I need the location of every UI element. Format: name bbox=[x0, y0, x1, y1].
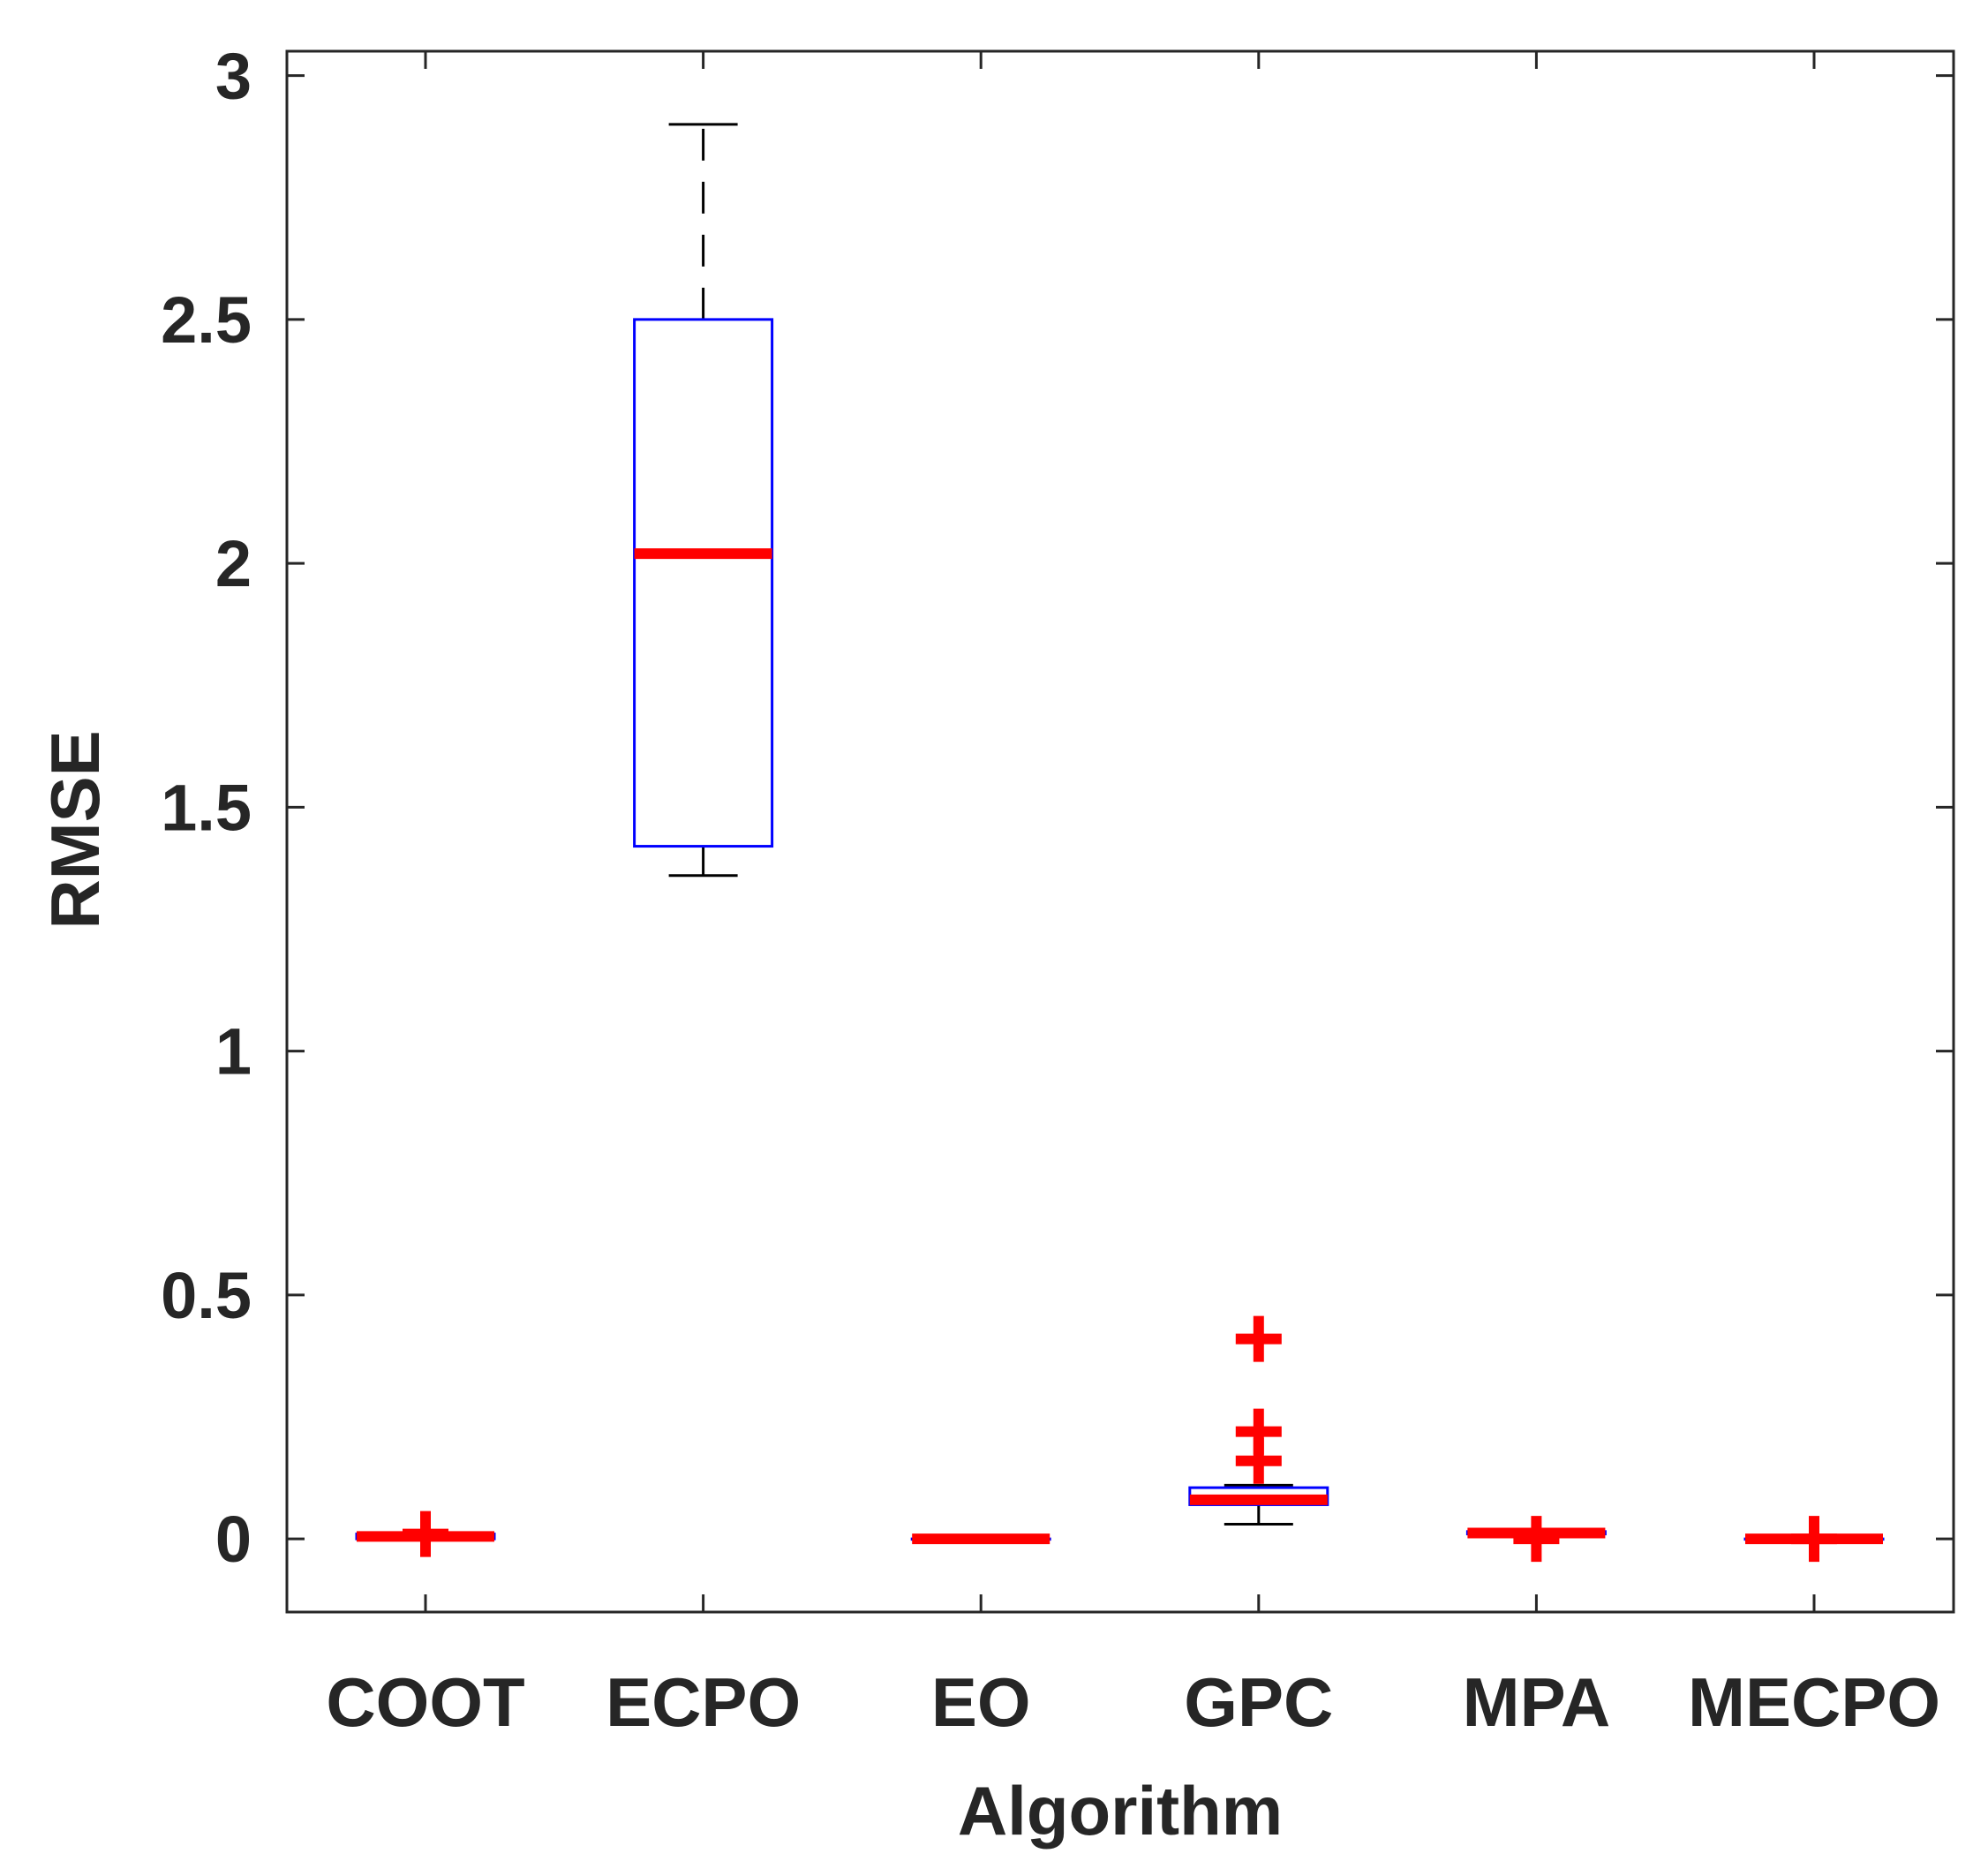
y-tick-label: 1 bbox=[215, 1015, 252, 1089]
y-axis-title: RMSE bbox=[36, 730, 114, 929]
y-axis-ticks: 0 0.5 1 1.5 2 2.5 3 bbox=[161, 40, 1954, 1576]
y-tick-label: 2 bbox=[215, 527, 252, 600]
box-ecpo bbox=[633, 123, 774, 878]
y-tick-label: 3 bbox=[215, 40, 252, 113]
iqr-box bbox=[633, 318, 774, 848]
x-tick-label-gpc: GPC bbox=[1184, 1663, 1333, 1741]
y-tick-label: 0 bbox=[215, 1503, 252, 1576]
x-axis-ticks: COOT ECPO EO GPC MPA MECPO bbox=[326, 51, 1940, 1741]
x-tick-label-mecpo: MECPO bbox=[1688, 1663, 1940, 1741]
outlier-marker bbox=[1791, 1516, 1837, 1563]
box-mpa bbox=[1465, 1516, 1607, 1563]
x-tick-label-eo: EO bbox=[931, 1663, 1031, 1741]
y-tick-label: 0.5 bbox=[161, 1259, 252, 1332]
box-mecpo bbox=[1743, 1516, 1885, 1563]
plot-area bbox=[285, 49, 1955, 1614]
outlier-marker bbox=[403, 1511, 448, 1557]
box-gpc bbox=[1188, 1315, 1329, 1526]
outlier-marker bbox=[1513, 1516, 1560, 1563]
y-tick-label: 1.5 bbox=[161, 771, 252, 844]
x-axis-title: Algorithm bbox=[958, 1772, 1283, 1850]
x-tick-label-ecpo: ECPO bbox=[606, 1663, 801, 1741]
axes-frame bbox=[285, 49, 1955, 1614]
outlier-marker bbox=[1235, 1315, 1282, 1362]
x-tick-label-mpa: MPA bbox=[1463, 1663, 1611, 1741]
outlier-marker bbox=[1235, 1408, 1282, 1455]
box-eo bbox=[910, 1533, 1051, 1545]
box-series bbox=[355, 123, 1885, 1563]
y-tick-label: 2.5 bbox=[161, 283, 252, 357]
box-coot bbox=[355, 1511, 496, 1557]
x-tick-label-coot: COOT bbox=[326, 1663, 524, 1741]
